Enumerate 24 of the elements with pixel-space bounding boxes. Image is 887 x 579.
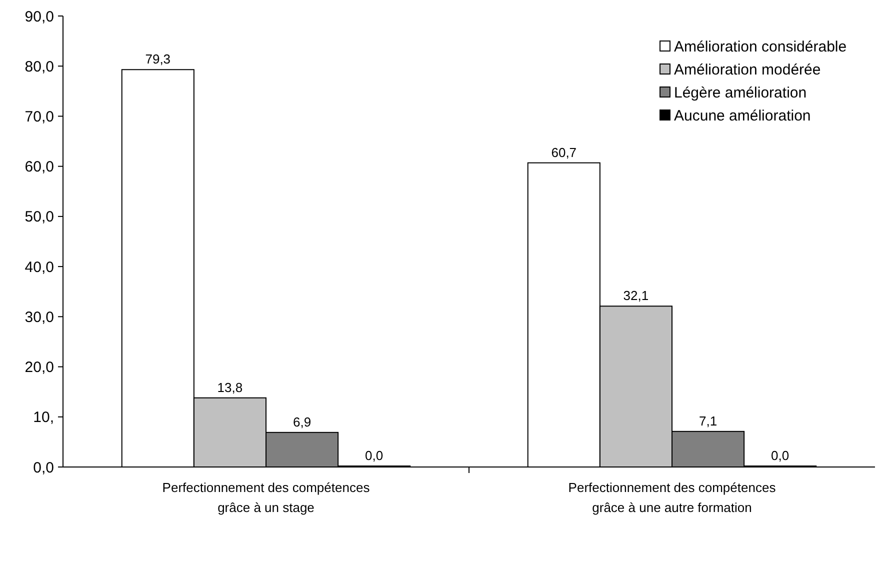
x-tick-label: Perfectionnement des compétences grâce à une autre formation <box>568 480 776 515</box>
data-label: 7,1 <box>698 413 718 428</box>
y-tick-label: 70,0 <box>24 108 54 126</box>
data-label: 32,1 <box>623 288 649 304</box>
legend-label: Amélioration considérable <box>674 38 847 56</box>
data-label: 13,8 <box>217 380 243 395</box>
data-label: 0,0 <box>365 448 384 463</box>
legend-label: Amélioration modérée <box>674 61 821 78</box>
y-tick-label: 20,0 <box>24 359 54 376</box>
y-tick-label: 60,0 <box>24 158 54 176</box>
y-tick-label: 80,0 <box>24 58 54 76</box>
legend-label: Légère amélioration <box>674 84 807 102</box>
data-label: 79,3 <box>145 52 171 67</box>
data-label: 6,9 <box>292 414 312 430</box>
x-tick-label: Perfectionnement des compétences grâce à un stage <box>162 480 370 515</box>
data-label: 0,0 <box>771 448 790 463</box>
y-tick-label: 40,0 <box>24 258 54 276</box>
y-tick-label: 30,0 <box>24 308 54 326</box>
legend-label: Aucune amélioration <box>674 107 811 124</box>
y-tick-label: 50,0 <box>24 208 54 226</box>
data-label: 60,7 <box>551 144 577 160</box>
y-tick-label: 90,0 <box>24 8 54 26</box>
y-tick-label: 0,0 <box>33 459 54 476</box>
y-tick-label: 10, <box>33 409 54 426</box>
